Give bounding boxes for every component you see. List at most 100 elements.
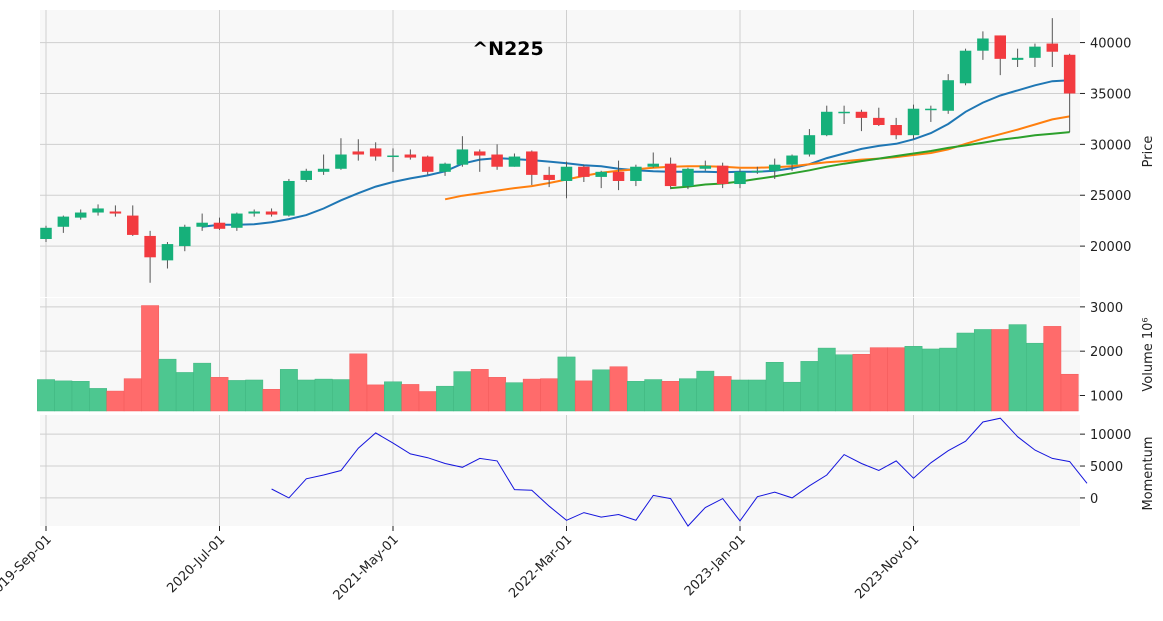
- candle-body: [317, 168, 330, 172]
- price-tick-label: 25000: [1090, 189, 1131, 204]
- candle-body: [283, 180, 295, 216]
- volume-bar: [921, 348, 940, 412]
- volume-bar: [574, 380, 593, 412]
- candle-body: [716, 165, 729, 185]
- volume-bar: [158, 358, 177, 412]
- candle-body: [873, 117, 885, 126]
- x-tick-label: 2022-Mar-01: [506, 532, 575, 601]
- volume-bar: [384, 381, 402, 412]
- volume-bar: [644, 379, 663, 412]
- volume-bar: [522, 378, 541, 412]
- x-tick-label: 2021-May-01: [331, 532, 402, 603]
- candle-body: [959, 50, 972, 84]
- volume-bar: [956, 332, 975, 412]
- volume-bar: [1008, 324, 1027, 412]
- volume-bar: [592, 369, 611, 412]
- candle-body: [127, 215, 139, 235]
- volume-bar: [366, 384, 385, 412]
- price-tick-label: 35000: [1090, 87, 1131, 102]
- volume-axis-label: Volume 10⁶: [1141, 317, 1156, 391]
- candle-body: [664, 163, 677, 187]
- candle-body: [179, 226, 191, 247]
- volume-bar: [904, 346, 923, 412]
- x-tick-label: 2019-Sep-01: [0, 532, 55, 602]
- price-tick-label: 40000: [1090, 37, 1131, 52]
- volume-bar: [557, 356, 576, 412]
- volume-bar: [731, 379, 749, 412]
- candle-body: [40, 227, 52, 239]
- candle-body: [456, 149, 469, 165]
- momentum-panel-background: [40, 415, 1080, 526]
- momentum-panel: 0 5000 10000 Momentum: [40, 415, 1156, 527]
- price-tick-label: 20000: [1090, 240, 1131, 255]
- volume-bar: [783, 381, 801, 412]
- candle-body: [74, 212, 87, 218]
- volume-bar: [800, 361, 819, 412]
- candle-body: [231, 213, 243, 228]
- volume-bar: [262, 389, 281, 412]
- candle-body: [352, 151, 365, 155]
- candle-body: [508, 156, 521, 167]
- candle-body: [526, 151, 538, 175]
- volume-bar: [332, 379, 350, 412]
- candle-body: [578, 166, 590, 177]
- volume-bar: [696, 370, 715, 412]
- candle-body: [768, 164, 781, 171]
- volume-bar: [193, 362, 212, 412]
- candle-body: [404, 154, 417, 158]
- candle-body: [751, 170, 764, 173]
- volume-bar: [401, 384, 420, 412]
- momentum-line: [271, 417, 1088, 527]
- momentum-axis-label: Momentum: [1141, 436, 1156, 510]
- volume-bar: [488, 377, 507, 412]
- price-tick-label: 30000: [1090, 138, 1131, 153]
- volume-bar: [37, 379, 55, 412]
- candle-body: [803, 135, 816, 155]
- candle-body: [1063, 54, 1076, 94]
- volume-bar: [54, 380, 73, 412]
- candle-body: [838, 111, 850, 114]
- momentum-tick-label: 0: [1090, 492, 1098, 507]
- volume-bar: [1043, 326, 1062, 412]
- volume-panel: 1000 2000 3000 Volume 10⁶: [37, 298, 1156, 412]
- price-axis-label: Price: [1141, 136, 1156, 168]
- candle-body: [92, 208, 104, 213]
- candle-body: [699, 165, 712, 169]
- volume-bar: [470, 369, 489, 412]
- volume-bar: [1026, 342, 1044, 412]
- volume-bar: [106, 390, 125, 412]
- volume-bar: [973, 329, 992, 412]
- x-tick-label: 2023-Nov-01: [852, 532, 922, 602]
- candle-body: [543, 174, 555, 180]
- volume-bar: [245, 379, 264, 412]
- volume-bar: [713, 376, 732, 412]
- candle-body: [248, 211, 260, 214]
- candle-body: [109, 211, 122, 214]
- volume-bar: [71, 381, 90, 412]
- volume-tick-label: 2000: [1090, 345, 1123, 360]
- x-axis: 2019-Sep-01 2020-Jul-01 2021-May-01 2022-Ma…: [0, 526, 922, 603]
- candle-body: [57, 216, 70, 227]
- candle-body: [682, 168, 694, 187]
- volume-bar: [609, 366, 628, 412]
- volume-bar: [887, 347, 906, 412]
- candle-body: [907, 108, 920, 136]
- candle-body: [821, 111, 833, 136]
- x-tick-label: 2020-Jul-01: [164, 532, 228, 596]
- candle-body: [1011, 57, 1024, 60]
- candle-body: [439, 163, 451, 172]
- volume-bar: [661, 381, 680, 412]
- candle-body: [369, 148, 382, 157]
- volume-tick-label: 1000: [1090, 389, 1123, 404]
- candle-body: [890, 125, 902, 136]
- candle-body: [474, 151, 486, 156]
- candle-body: [144, 235, 156, 258]
- volume-tick-label: 3000: [1090, 301, 1123, 316]
- candle-body: [977, 38, 989, 51]
- volume-bar: [817, 347, 836, 412]
- volume-bar: [852, 354, 871, 412]
- volume-bar: [349, 353, 368, 412]
- candle-body: [925, 108, 937, 111]
- volume-bar: [540, 378, 559, 412]
